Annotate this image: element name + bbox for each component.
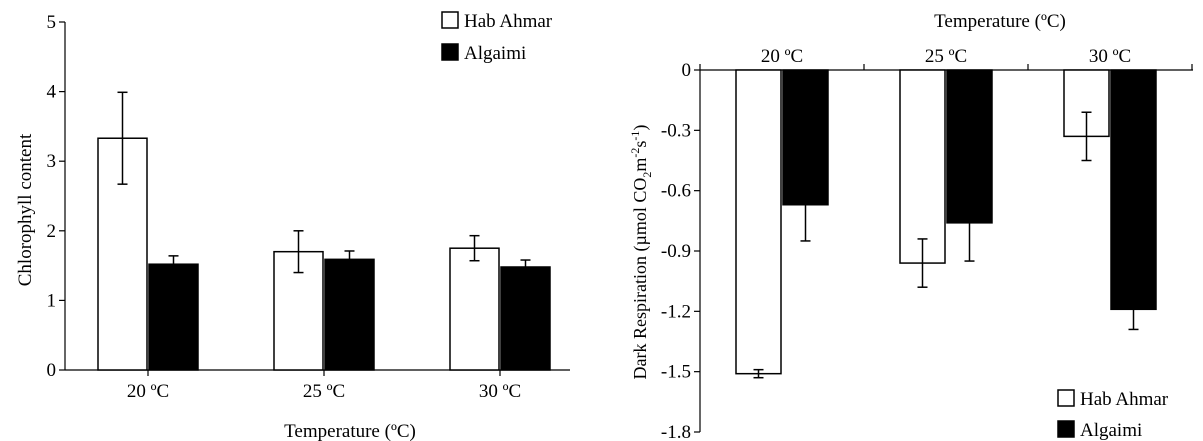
y-tick-label: 0: [47, 360, 57, 381]
y-tick-label: -0.6: [661, 181, 691, 202]
y-axis-label: Dark Respiration (µmol CO2m-2s-1): [628, 125, 654, 380]
y-tick-label: 3: [47, 151, 57, 172]
y-tick-label: -1.8: [661, 422, 691, 441]
y-tick-label: 4: [47, 82, 57, 103]
x-tick-label: 25 ºC: [303, 381, 345, 402]
y-tick-label: -0.9: [661, 241, 691, 262]
bar-algaimi-30-c: [500, 266, 551, 371]
y-tick-label: 1: [47, 290, 57, 311]
dark-respiration-chart: 0 -0.3 -0.6 -0.9 -1.2 -1.5 -1.8 20 ºC 25 ºC 30 º…: [628, 11, 1193, 441]
legend: Hab Ahmar Algaimi: [441, 11, 553, 64]
bar-algaimi-30-c: [1110, 69, 1157, 311]
x-tick-label: 20 ºC: [761, 46, 803, 67]
bar-hab-ahmar-25-c: [273, 250, 324, 371]
x-tick-label: 30 ºC: [1089, 46, 1131, 67]
bar-hab-ahmar-20-c: [735, 69, 782, 375]
x-axis-label: Temperature (ºC): [284, 421, 416, 441]
bar-hab-ahmar-25-c: [899, 69, 946, 264]
legend-swatch-algaimi: [441, 43, 459, 61]
chlorophyll-chart: 0 1 2 3 4 5 20 ºC 25 ºC 30 ºC Chlorophyll conte…: [15, 11, 570, 441]
y-tick-label: -1.2: [661, 301, 691, 322]
y-tick-label: 2: [47, 221, 57, 242]
legend-swatch-algaimi: [1057, 420, 1075, 438]
y-axis-label: Chlorophyll content: [15, 133, 36, 286]
y-tick-label: -1.5: [661, 362, 691, 383]
legend-label-hab-ahmar: Hab Ahmar: [1080, 389, 1169, 410]
legend-swatch-hab-ahmar: [1057, 389, 1075, 407]
legend-swatch-hab-ahmar: [441, 11, 459, 29]
bar-algaimi-20-c: [148, 263, 199, 371]
y-tick-label: 0: [682, 60, 692, 81]
legend-label-hab-ahmar: Hab Ahmar: [464, 11, 553, 32]
y-tick-label: 5: [47, 12, 57, 33]
x-tick-label: 20 ºC: [127, 381, 169, 402]
y-tick-label: -0.3: [661, 120, 691, 141]
x-tick-label: 30 ºC: [479, 381, 521, 402]
bar-hab-ahmar-30-c: [449, 247, 500, 371]
bar-algaimi-25-c: [324, 258, 375, 371]
legend-label-algaimi: Algaimi: [1080, 420, 1142, 441]
x-tick-label: 25 ºC: [925, 46, 967, 67]
legend: Hab Ahmar Algaimi: [1057, 389, 1169, 441]
legend-label-algaimi: Algaimi: [464, 43, 526, 64]
x-axis-label: Temperature (ºC): [934, 11, 1066, 32]
